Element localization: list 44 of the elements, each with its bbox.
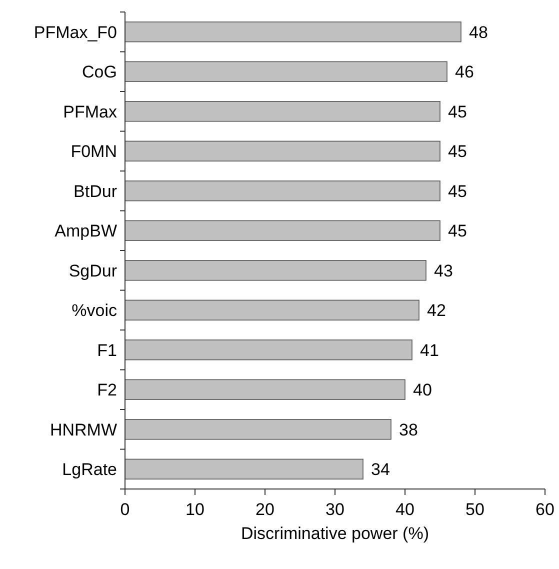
data-label: 45	[448, 182, 467, 201]
data-label: 45	[448, 142, 467, 162]
data-label: 34	[371, 460, 390, 480]
y-tick-label: PFMax_F0	[34, 22, 117, 42]
x-axis-title: Discriminative power (%)	[241, 524, 429, 543]
bar	[124, 140, 440, 162]
y-tick-label: CoG	[82, 62, 117, 82]
data-label: 38	[399, 420, 418, 440]
bar	[124, 379, 406, 400]
data-label: 43	[434, 261, 453, 280]
x-tick-label: 40	[396, 500, 414, 519]
data-label: 42	[427, 301, 446, 320]
bar	[124, 22, 462, 42]
y-tick-label: LgRate	[62, 460, 117, 480]
data-label: 46	[455, 62, 474, 82]
x-tick-label: 0	[120, 500, 130, 519]
x-tick-label: 20	[256, 500, 274, 519]
y-tick-label: F2	[97, 380, 117, 400]
y-tick-label: F0MN	[70, 142, 117, 162]
bar	[124, 180, 440, 202]
data-label: 40	[413, 380, 432, 400]
data-label: 45	[448, 102, 467, 122]
x-tick-label: 10	[186, 500, 204, 519]
y-tick-label: PFMax	[63, 102, 118, 122]
x-tick-label: 60	[536, 500, 554, 519]
data-label: 48	[469, 22, 488, 42]
y-tick-label: %voic	[72, 301, 118, 320]
bar	[124, 61, 448, 82]
bar	[124, 340, 412, 360]
y-tick-label: F1	[97, 340, 117, 360]
data-label: 41	[420, 340, 439, 360]
bar	[124, 260, 426, 281]
y-tick-label: HNRMW	[50, 420, 117, 440]
data-label: 45	[448, 222, 467, 241]
bar	[124, 419, 392, 440]
x-tick-label: 30	[326, 500, 344, 519]
y-tick-label: SgDur	[68, 261, 118, 280]
bar	[124, 220, 440, 241]
x-tick-label: 50	[466, 500, 484, 519]
bar	[124, 300, 420, 320]
y-tick-label: BtDur	[74, 182, 118, 201]
bar	[124, 101, 440, 122]
bar	[124, 458, 364, 480]
y-tick-label: AmpBW	[54, 222, 117, 241]
